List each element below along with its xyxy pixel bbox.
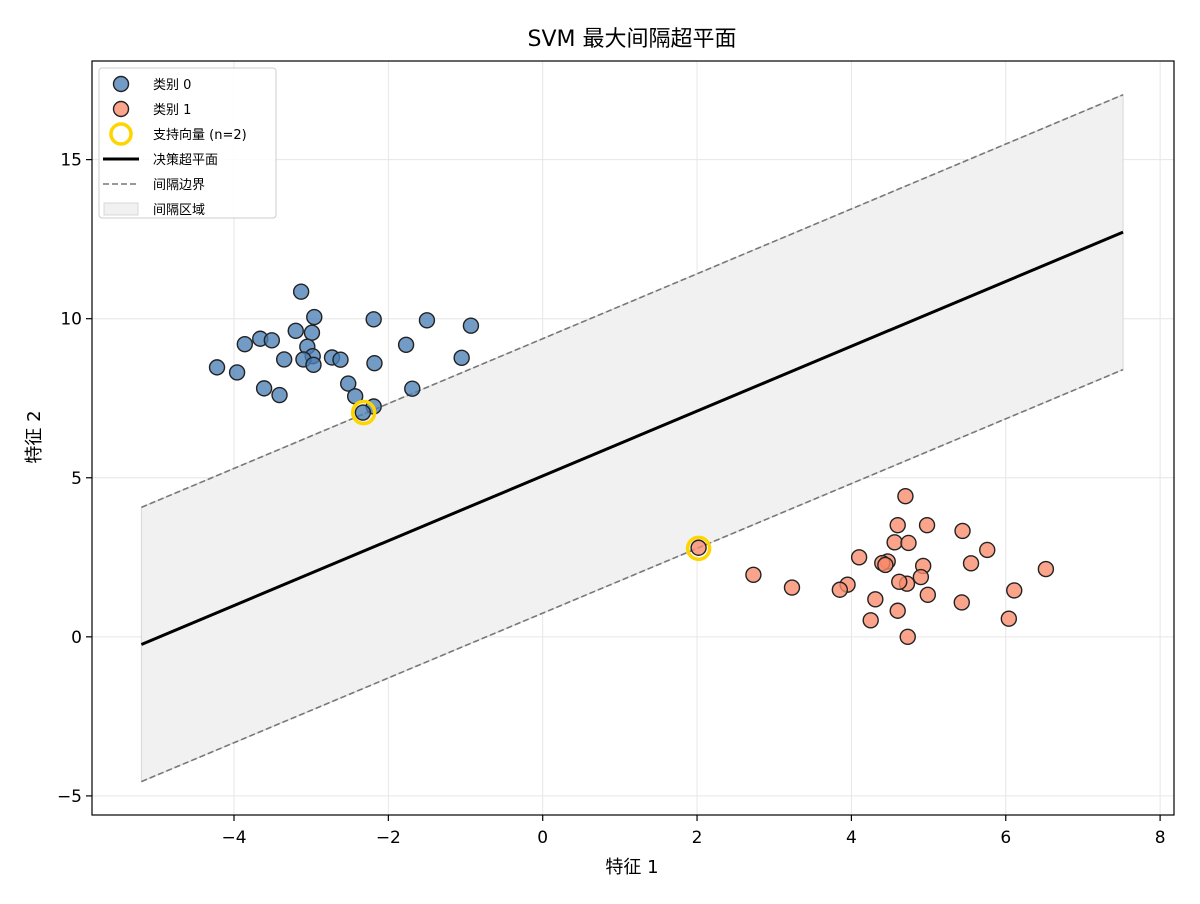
chart-title: SVM 最大间隔超平面 xyxy=(528,27,737,52)
plot-frame xyxy=(91,60,1175,816)
support-vector-marker xyxy=(350,399,377,426)
class0-point xyxy=(305,356,322,374)
class1-point xyxy=(877,556,894,574)
class1-point xyxy=(850,549,868,566)
y-axis-label: 特征 2 xyxy=(24,410,45,463)
class1-point xyxy=(899,628,916,646)
class1-point xyxy=(862,612,879,629)
class1-point xyxy=(1037,560,1055,578)
class1-point xyxy=(953,594,970,611)
class0-point xyxy=(332,351,349,368)
legend-marker-region xyxy=(103,202,139,216)
class1-point xyxy=(979,541,996,559)
class1-point xyxy=(1006,582,1023,599)
class1-point xyxy=(918,516,936,534)
class1-point xyxy=(889,602,906,619)
class0-point xyxy=(462,317,480,334)
legend-label: 类别 1 xyxy=(153,103,191,118)
legend-label: 间隔边界 xyxy=(153,178,205,193)
class1-point xyxy=(891,573,908,591)
class0-point xyxy=(366,355,383,372)
class0-point xyxy=(292,283,310,300)
class1-point xyxy=(919,586,937,604)
y-tick-label: 10 xyxy=(60,310,82,330)
class0-point xyxy=(228,364,246,381)
support-vector-marker xyxy=(685,535,712,562)
class1-point xyxy=(900,534,917,552)
class0-point xyxy=(306,308,323,326)
class0-point xyxy=(271,386,288,404)
y-tick-label: −5 xyxy=(57,787,82,807)
legend-box xyxy=(98,67,277,219)
class1-point xyxy=(954,522,971,540)
class1-point xyxy=(912,568,930,586)
class0-point xyxy=(418,312,436,329)
x-tick-label: −4 xyxy=(221,828,246,848)
y-tick-label: 5 xyxy=(71,469,82,489)
x-tick-label: 8 xyxy=(1155,828,1166,848)
legend-marker-class1 xyxy=(112,100,130,118)
class1-point xyxy=(889,516,906,534)
class0-point xyxy=(255,380,273,397)
class1-point xyxy=(1000,610,1018,627)
class1-point xyxy=(831,581,849,598)
class0-point xyxy=(236,335,254,353)
legend-marker-class0 xyxy=(112,75,130,93)
legend-label: 支持向量 (n=2) xyxy=(153,127,247,143)
y-tick-label: 0 xyxy=(71,628,82,648)
margin-upper-line xyxy=(141,93,1124,509)
x-tick-label: 4 xyxy=(846,828,857,848)
class1-point xyxy=(867,591,884,608)
class0-point xyxy=(453,349,470,367)
legend-label: 间隔区域 xyxy=(153,203,205,218)
class1-point xyxy=(962,555,980,572)
class0-point xyxy=(340,375,357,392)
class0-point xyxy=(354,404,372,421)
x-tick-label: 2 xyxy=(692,828,703,848)
class0-point xyxy=(404,380,421,397)
class0-point xyxy=(208,359,226,376)
x-tick-label: 6 xyxy=(1000,828,1011,848)
class0-point xyxy=(303,324,321,341)
class0-point xyxy=(287,322,304,339)
class1-point xyxy=(745,566,762,584)
class1-point xyxy=(886,534,903,551)
class0-point xyxy=(275,351,293,368)
margin-lower-line xyxy=(141,368,1124,783)
class0-point xyxy=(365,311,382,328)
class1-point xyxy=(897,488,914,505)
class1-point xyxy=(690,539,707,556)
x-tick-label: −2 xyxy=(376,828,401,848)
class0-point xyxy=(397,336,415,353)
legend-marker-support xyxy=(109,122,133,146)
y-tick-label: 15 xyxy=(60,151,82,171)
x-axis-label: 特征 1 xyxy=(605,857,658,878)
legend-label: 类别 0 xyxy=(153,78,191,93)
legend-label: 决策超平面 xyxy=(153,152,218,168)
decision-hyperplane xyxy=(140,230,1124,646)
class1-point xyxy=(783,579,801,596)
x-tick-label: 0 xyxy=(537,828,548,848)
class0-point xyxy=(263,332,281,349)
